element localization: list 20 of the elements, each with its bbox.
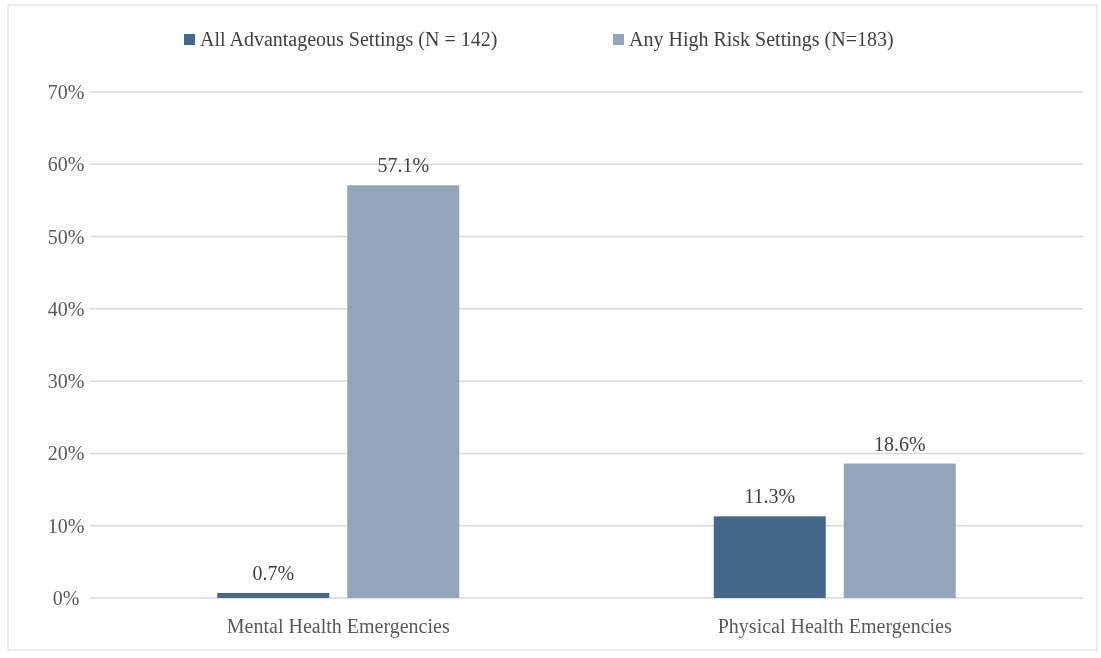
data-label: 57.1% [377, 154, 430, 177]
y-tick-label: 70% [47, 81, 85, 103]
legend-label: Any High Risk Settings (N=183) [629, 28, 894, 51]
data-label: 18.6% [873, 432, 926, 455]
y-tick-label: 0% [52, 587, 80, 609]
legend-label: All Advantageous Settings (N = 142) [200, 28, 498, 51]
y-tick-label: 10% [47, 514, 85, 537]
y-tick-label: 50% [47, 225, 85, 248]
y-tick-label: 60% [47, 153, 85, 176]
y-tick-label: 20% [47, 442, 85, 465]
x-tick-label: Mental Health Emergencies [226, 615, 450, 638]
bar [713, 516, 826, 598]
y-tick-label: 40% [47, 297, 85, 320]
bar [347, 185, 460, 598]
bar [843, 463, 956, 598]
y-tick-label: 30% [47, 370, 85, 393]
bar [217, 592, 330, 598]
data-label: 11.3% [744, 485, 796, 508]
x-tick-label: Physical Health Emergencies [717, 615, 952, 638]
data-label: 0.7% [252, 561, 295, 584]
